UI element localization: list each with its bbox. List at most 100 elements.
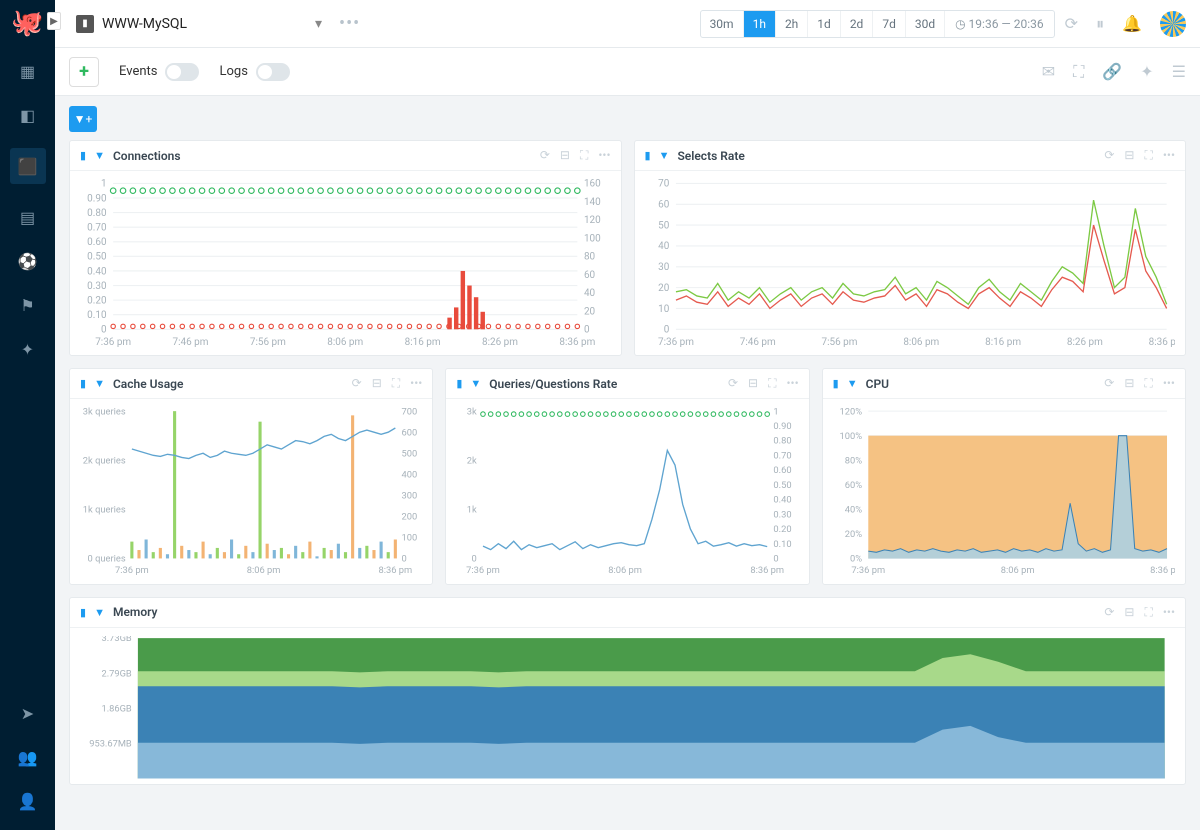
time-option-2h[interactable]: 2h (776, 11, 808, 37)
nav-flag-icon[interactable]: ⚑ (17, 294, 39, 316)
svg-text:40: 40 (584, 288, 596, 299)
logs-switch[interactable] (256, 63, 290, 81)
time-option-7d[interactable]: 7d (873, 11, 906, 37)
svg-text:7:36 pm: 7:36 pm (657, 337, 693, 348)
svg-text:1: 1 (774, 407, 779, 417)
panel-refresh-icon[interactable]: ⟳ (1104, 376, 1114, 391)
panel-collapse-icon[interactable]: ⊟ (372, 376, 382, 391)
svg-text:8:06 pm: 8:06 pm (609, 565, 643, 576)
time-option-30d[interactable]: 30d (906, 11, 945, 37)
svg-text:7:46 pm: 7:46 pm (739, 337, 775, 348)
refresh-icon[interactable]: ⟳ (1065, 14, 1078, 33)
svg-text:1k: 1k (467, 505, 477, 516)
panel-cache: ▮▼Cache Usage⟳⊟⛶•••7:36 pm8:06 pm8:36 pm… (69, 368, 433, 584)
svg-text:0.90: 0.90 (774, 421, 792, 432)
svg-text:0.70: 0.70 (774, 451, 792, 462)
svg-text:60%: 60% (844, 480, 861, 491)
panel-fullscreen-icon[interactable]: ⛶ (1144, 605, 1152, 620)
link-icon[interactable]: 🔗 (1102, 62, 1122, 82)
svg-text:80: 80 (584, 252, 596, 263)
mail-icon[interactable]: ✉ (1042, 62, 1055, 82)
time-range-display[interactable]: ◷ 19:36 — 20:36 (945, 11, 1054, 37)
dashboard-more-icon[interactable]: ••• (339, 13, 360, 34)
panel-filter-icon[interactable]: ▼ (94, 377, 105, 390)
panel-filter-icon[interactable]: ▼ (470, 377, 481, 390)
svg-text:0.40: 0.40 (774, 495, 792, 506)
panel-collapse-icon[interactable]: ⊟ (748, 376, 758, 391)
expand-sidebar-icon[interactable]: ▶ (47, 12, 61, 30)
panel-filter-icon[interactable]: ▼ (94, 149, 105, 162)
nav-home-icon[interactable]: ▦ (17, 60, 39, 82)
logs-toggle[interactable]: Logs (219, 63, 289, 81)
logo-icon[interactable]: 🐙 (11, 8, 43, 38)
panel-chart-icon: ▮ (80, 606, 86, 619)
svg-text:120: 120 (584, 215, 601, 226)
svg-text:20: 20 (658, 283, 670, 294)
add-panel-button[interactable]: + (69, 57, 99, 87)
panel-filter-icon[interactable]: ▼ (847, 377, 858, 390)
svg-text:1: 1 (101, 179, 107, 190)
nav-team-icon[interactable]: 👥 (17, 746, 39, 768)
nav-plugin-icon[interactable]: ✦ (17, 338, 39, 360)
panel-fullscreen-icon[interactable]: ⛶ (1144, 148, 1152, 163)
svg-text:300: 300 (402, 491, 418, 502)
svg-text:50: 50 (658, 220, 670, 231)
panel-filter-icon[interactable]: ▼ (94, 606, 105, 619)
svg-text:8:06 pm: 8:06 pm (903, 337, 939, 348)
svg-text:100: 100 (402, 533, 418, 544)
nav-inbox-icon[interactable]: ◧ (17, 104, 39, 126)
filter-add-button[interactable]: ▼+ (69, 106, 97, 132)
svg-text:7:46 pm: 7:46 pm (173, 337, 209, 348)
panel-collapse-icon[interactable]: ⊟ (1124, 148, 1134, 163)
dashboard-selector[interactable]: ▮ WWW-MySQL ▾ (69, 10, 329, 38)
panel-fullscreen-icon[interactable]: ⛶ (768, 376, 776, 391)
panel-refresh-icon[interactable]: ⟳ (1104, 605, 1114, 620)
nav-dashboard-icon[interactable]: ⬛ (10, 148, 46, 184)
events-switch[interactable] (165, 63, 199, 81)
svg-text:8:36 pm: 8:36 pm (1148, 337, 1175, 348)
panel-more-icon[interactable]: ••• (1163, 148, 1175, 163)
menu-icon[interactable]: ☰ (1172, 62, 1186, 82)
nav-soccer-icon[interactable]: ⚽ (17, 250, 39, 272)
svg-text:0 queries: 0 queries (88, 554, 126, 565)
fullscreen-icon[interactable]: ⛶ (1073, 62, 1084, 82)
panel-fullscreen-icon[interactable]: ⛶ (580, 148, 588, 163)
svg-text:500: 500 (402, 449, 418, 460)
panel-more-icon[interactable]: ••• (410, 376, 422, 391)
panel-collapse-icon[interactable]: ⊟ (560, 148, 570, 163)
events-toggle[interactable]: Events (119, 63, 199, 81)
panel-more-icon[interactable]: ••• (1163, 376, 1175, 391)
time-option-30m[interactable]: 30m (701, 11, 744, 37)
panel-fullscreen-icon[interactable]: ⛶ (1144, 376, 1152, 391)
time-option-1d[interactable]: 1d (808, 11, 841, 37)
nav-send-icon[interactable]: ➤ (17, 702, 39, 724)
svg-text:7:56 pm: 7:56 pm (250, 337, 286, 348)
panel-refresh-icon[interactable]: ⟳ (728, 376, 738, 391)
svg-text:0: 0 (402, 554, 407, 565)
svg-text:0.10: 0.10 (87, 310, 107, 321)
panel-more-icon[interactable]: ••• (787, 376, 799, 391)
pause-icon[interactable]: ⏸ (1096, 14, 1104, 34)
svg-text:0.60: 0.60 (774, 466, 792, 477)
nav-user-icon[interactable]: 👤 (17, 790, 39, 812)
panel-collapse-icon[interactable]: ⊟ (1124, 605, 1134, 620)
svg-text:7:56 pm: 7:56 pm (821, 337, 857, 348)
panel-chart-icon: ▮ (80, 149, 86, 162)
time-option-1h[interactable]: 1h (744, 11, 776, 37)
panel-refresh-icon[interactable]: ⟳ (540, 148, 550, 163)
svg-text:0.90: 0.90 (87, 193, 107, 204)
panel-more-icon[interactable]: ••• (598, 148, 610, 163)
panel-fullscreen-icon[interactable]: ⛶ (392, 376, 400, 391)
panel-more-icon[interactable]: ••• (1163, 605, 1175, 620)
panel-refresh-icon[interactable]: ⟳ (352, 376, 362, 391)
puzzle-icon[interactable]: ✦ (1140, 62, 1153, 82)
user-avatar[interactable] (1160, 11, 1186, 37)
panel-filter-icon[interactable]: ▼ (659, 149, 670, 162)
nav-docs-icon[interactable]: ▤ (17, 206, 39, 228)
time-option-2d[interactable]: 2d (841, 11, 874, 37)
panel-refresh-icon[interactable]: ⟳ (1104, 148, 1114, 163)
svg-text:0.20: 0.20 (774, 525, 792, 536)
bell-icon[interactable]: 🔔 (1122, 14, 1142, 33)
svg-text:100: 100 (584, 233, 601, 244)
panel-collapse-icon[interactable]: ⊟ (1124, 376, 1134, 391)
